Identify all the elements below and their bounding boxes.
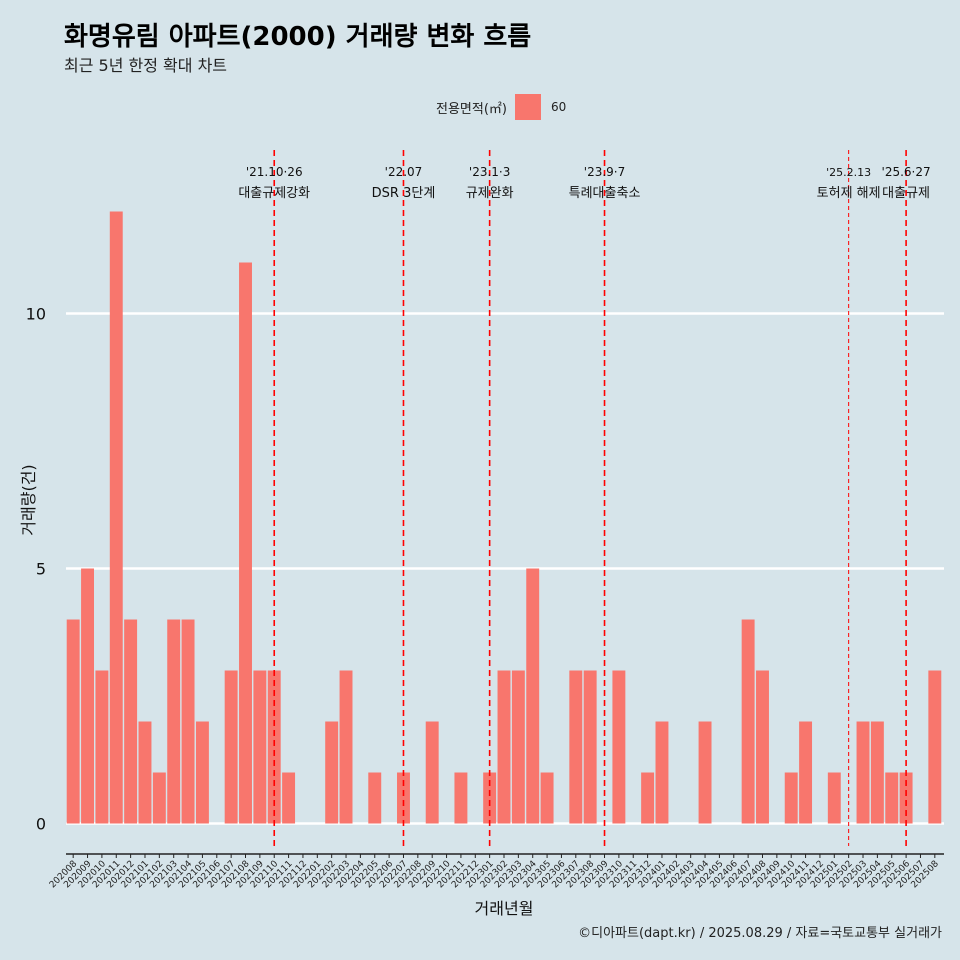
bar [698, 721, 712, 824]
bar [253, 670, 267, 824]
bar [282, 772, 296, 824]
bar [526, 568, 540, 824]
annotation-date: '23.1·3 [469, 165, 510, 179]
annotation-date: '23.9·7 [584, 165, 625, 179]
bar [181, 619, 195, 824]
bar [799, 721, 813, 824]
annotation-date: '25.6·27 [882, 165, 931, 179]
legend: 전용면적(㎡) 60 [436, 94, 566, 120]
bar [224, 670, 238, 824]
bar [540, 772, 554, 824]
bar [856, 721, 870, 824]
bar [66, 619, 80, 824]
legend-swatch [514, 94, 541, 120]
x-axis-title: 거래년월 [475, 899, 534, 918]
bar [583, 670, 597, 824]
annotation-label: 특례대출축소 [569, 186, 641, 201]
annotation-label: 토허제 해제 [817, 186, 881, 201]
chart-subtitle: 최근 5년 한정 확대 차트 [64, 56, 228, 75]
y-tick-label: 0 [36, 815, 46, 834]
bar [756, 670, 769, 824]
bar [641, 772, 655, 824]
source-caption: ©디아파트(dapt.kr) / 2025.08.29 / 자료=국토교통부 실… [578, 926, 942, 941]
legend-key-label: 60 [550, 100, 567, 114]
annotation-label: 대출규제 [882, 186, 930, 201]
bars [66, 211, 942, 824]
annotation-label: 대출규제강화 [238, 186, 310, 201]
bar [497, 670, 511, 824]
annotation-date: '25.2.13 [826, 166, 871, 179]
bar [109, 211, 123, 824]
bar [899, 772, 913, 824]
bar [152, 772, 166, 824]
legend-title: 전용면적(㎡) [436, 101, 507, 117]
bar [195, 721, 209, 824]
annotations: '21.10·26 대출규제강화 '22.07 DSR 3단계 '23.1·3 규제완화 '… [238, 150, 931, 846]
bar [95, 670, 109, 824]
bar [81, 568, 95, 824]
y-axis-title: 거래량(건) [19, 464, 38, 535]
axes: 0510202008202009202010202011202012202101… [19, 305, 944, 918]
bar [167, 619, 181, 824]
bar [885, 772, 899, 824]
bar [454, 772, 468, 824]
bar [784, 772, 798, 824]
chart-title: 화명유림 아파트(2000) 거래량 변화 흐름 [64, 22, 532, 52]
bar [138, 721, 152, 824]
bar [569, 670, 583, 824]
bar [741, 619, 755, 824]
bar [655, 721, 669, 824]
bar [325, 721, 339, 824]
bar [483, 772, 497, 824]
bar [267, 670, 281, 824]
bar [124, 619, 138, 824]
y-tick-label: 10 [26, 305, 46, 324]
annotation-date: '21.10·26 [246, 165, 303, 179]
bar [425, 721, 439, 824]
bar [239, 262, 252, 824]
bar [397, 772, 410, 824]
bar [511, 670, 525, 824]
bar [827, 772, 841, 824]
annotation-date: '22.07 [385, 165, 423, 179]
annotation-label: DSR 3단계 [372, 186, 436, 201]
bar [928, 670, 942, 824]
bar [339, 670, 353, 824]
bar [870, 721, 884, 824]
bar [368, 772, 382, 824]
bar [612, 670, 626, 824]
y-tick-label: 5 [36, 560, 46, 579]
annotation-label: 규제완화 [466, 186, 514, 201]
